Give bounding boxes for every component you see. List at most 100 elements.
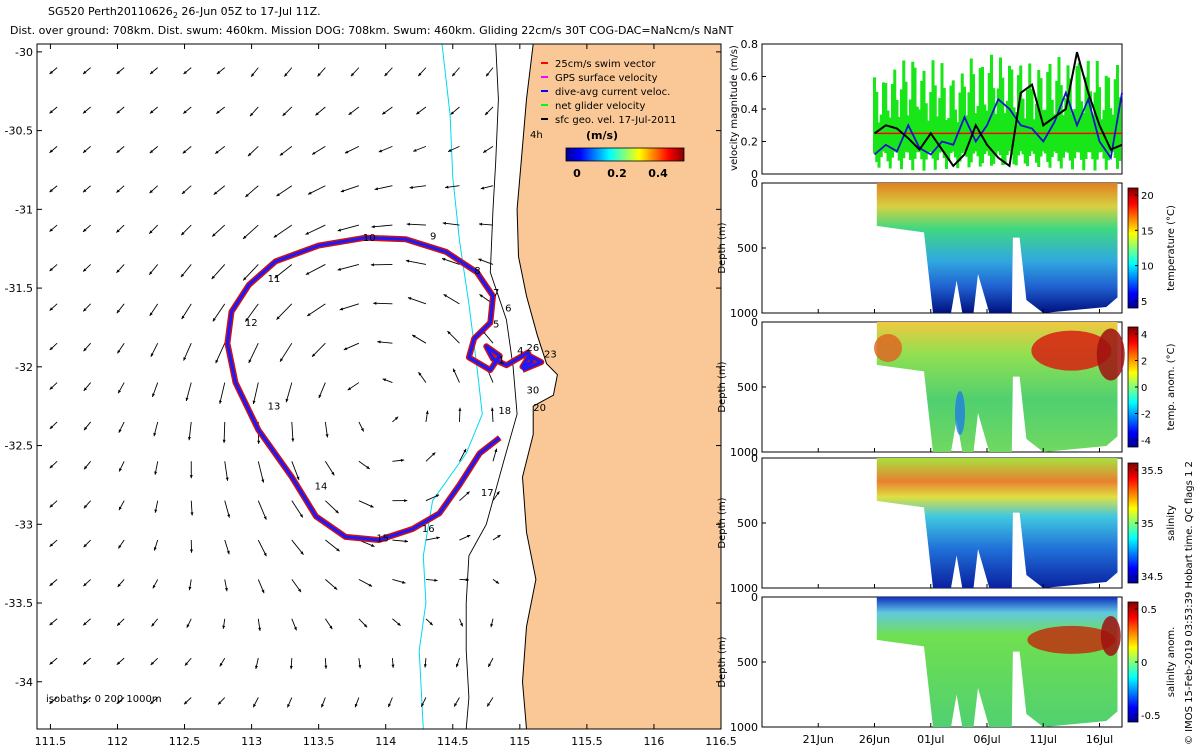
vector-head bbox=[373, 301, 377, 305]
vector-head bbox=[153, 547, 157, 551]
vector-head bbox=[249, 112, 254, 117]
velocity-y-ticks: 0 0.2 0.4 0.6 0.8 bbox=[741, 38, 766, 181]
map-ytick-label: -31.5 bbox=[5, 282, 33, 295]
section-salinity-anomaly: 0 500 1000 Depth (m) -0.5 0 0.5 salinity anom. bbox=[717, 591, 1177, 734]
vector-head bbox=[305, 271, 310, 275]
vector-head bbox=[83, 582, 87, 587]
vector-head bbox=[425, 410, 429, 414]
vector-head bbox=[490, 407, 494, 411]
vector-head bbox=[276, 316, 280, 320]
vector-head bbox=[225, 477, 229, 481]
section-salinity: 0 500 1000 Depth (m) 34.5 35 35.5 salinity bbox=[717, 452, 1177, 595]
date-tick-label: 11Jul bbox=[1030, 733, 1057, 746]
vector-head bbox=[49, 621, 53, 626]
vector-head bbox=[186, 624, 190, 628]
section-ytick-label: 0 bbox=[751, 452, 758, 465]
vector-head bbox=[460, 623, 463, 627]
vector-head bbox=[358, 664, 362, 669]
vector-head bbox=[343, 347, 348, 350]
date-tick-label: 16Jul bbox=[1086, 733, 1113, 746]
cbar-tick-label: 35.5 bbox=[1141, 466, 1163, 477]
vector-head bbox=[404, 539, 408, 543]
vector-head bbox=[407, 297, 412, 301]
vector-head bbox=[116, 309, 120, 314]
vector-shaft bbox=[337, 264, 359, 271]
vector-shaft bbox=[279, 342, 293, 363]
vector-head bbox=[371, 543, 375, 547]
section-ytick-label: 500 bbox=[737, 656, 758, 669]
vector-shaft bbox=[252, 382, 259, 405]
vector-head bbox=[273, 234, 278, 238]
section-ytick-label: 0 bbox=[751, 177, 758, 190]
cbar-tick-label: 34.5 bbox=[1141, 572, 1163, 583]
section-temperature: 0 500 1000 Depth (m) 5 10 15 20 temperature (°C) bbox=[717, 177, 1177, 320]
vector-head bbox=[154, 471, 158, 475]
vector-head bbox=[400, 458, 405, 462]
section-ytick-label: 500 bbox=[737, 381, 758, 394]
vector-head bbox=[118, 429, 122, 433]
vector-head bbox=[261, 589, 265, 594]
vector-head bbox=[149, 189, 153, 194]
vector-head bbox=[84, 465, 88, 470]
vector-head bbox=[274, 274, 278, 279]
map-xtick-label: 114 bbox=[375, 735, 396, 748]
vector-head bbox=[187, 436, 191, 441]
vector-head bbox=[291, 438, 295, 442]
map-axis-ticks: 111.5 112 112.5 113 113.5 114 114.5 115 115.5 116… bbox=[5, 44, 737, 748]
isobath-1000 bbox=[418, 44, 483, 729]
vector-shaft bbox=[219, 382, 226, 404]
vector-shaft bbox=[223, 421, 226, 443]
vector-head bbox=[83, 622, 87, 626]
sfc-geo-velocity-line bbox=[873, 51, 1123, 168]
map-ytick-label: -33 bbox=[15, 518, 33, 531]
track-day-label: 14 bbox=[315, 482, 328, 493]
map-xtick-label: 113.5 bbox=[303, 735, 335, 748]
vector-shaft bbox=[337, 224, 359, 232]
title-line-2: Dist. over ground: 708km. Dist. swum: 46… bbox=[10, 24, 734, 37]
vector-shaft bbox=[373, 302, 393, 305]
date-tick-label: 26Jun bbox=[859, 733, 890, 746]
vector-head bbox=[447, 331, 451, 335]
vector-head bbox=[149, 230, 153, 234]
map-xtick-label: 112 bbox=[107, 735, 128, 748]
cbar-tick-label: 20 bbox=[1141, 191, 1154, 202]
vector-head bbox=[485, 111, 489, 116]
legend-label: net glider velocity bbox=[555, 101, 645, 112]
legend-ref-label: 4h bbox=[530, 130, 543, 141]
vector-head bbox=[321, 703, 325, 708]
vector-head bbox=[311, 353, 316, 357]
vector-head bbox=[454, 703, 458, 707]
vector-shaft bbox=[407, 297, 427, 305]
vector-head bbox=[188, 586, 192, 591]
vector-head bbox=[83, 149, 87, 153]
vector-head bbox=[337, 267, 342, 271]
vector-head bbox=[466, 491, 470, 495]
track-dive-avg bbox=[225, 236, 543, 542]
vector-head bbox=[263, 516, 267, 520]
cbar-tick-label: 0.5 bbox=[1141, 605, 1157, 616]
vector-shaft bbox=[339, 303, 360, 311]
vector-head bbox=[368, 583, 373, 587]
vector-shaft bbox=[244, 303, 259, 322]
vector-head bbox=[308, 191, 312, 195]
vector-head bbox=[116, 149, 120, 153]
vector-shaft bbox=[274, 264, 293, 279]
vector-head bbox=[340, 189, 345, 193]
vector-head bbox=[394, 416, 399, 420]
date-tick-label: 01Jul bbox=[917, 733, 944, 746]
section-ytick-label: 1000 bbox=[730, 721, 758, 734]
vector-shaft bbox=[340, 185, 360, 193]
vel-ytick-label: 0.6 bbox=[741, 71, 759, 84]
vector-head bbox=[116, 229, 120, 233]
vector-shaft bbox=[185, 382, 192, 402]
vector-head bbox=[83, 700, 87, 704]
section-ytick-label: 1000 bbox=[730, 446, 758, 459]
vector-head bbox=[378, 149, 383, 153]
vector-head bbox=[391, 664, 395, 668]
vector-head bbox=[150, 661, 154, 666]
vector-head bbox=[497, 535, 501, 539]
track-day-label: 13 bbox=[268, 401, 281, 412]
vector-head bbox=[344, 150, 349, 154]
